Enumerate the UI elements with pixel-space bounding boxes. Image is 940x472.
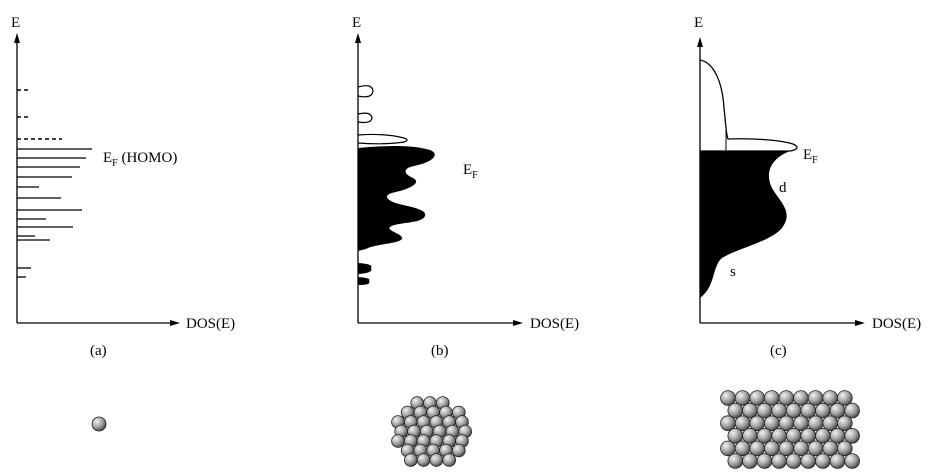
atom-sphere-icon bbox=[771, 453, 787, 469]
atom-sphere-icon bbox=[403, 453, 418, 467]
atom-sphere-icon bbox=[742, 453, 758, 469]
panel-a-caption: (a) bbox=[90, 343, 107, 359]
panel-a-fermi-label: EF (HOMO) bbox=[103, 150, 177, 169]
panel-c: E DOS(E) (c) EF d s bbox=[694, 15, 921, 359]
panel-b-empty-peak bbox=[357, 133, 408, 145]
atom-sphere-icon bbox=[91, 416, 107, 432]
single-atom-icon bbox=[91, 416, 107, 432]
atom-sphere-icon bbox=[844, 427, 860, 444]
panel-a-x-axis-label: DOS(E) bbox=[186, 316, 235, 332]
atom-sphere-icon bbox=[785, 453, 802, 469]
atom-sphere-icon bbox=[836, 390, 853, 406]
panel-c-d-band-label: d bbox=[779, 180, 787, 196]
panel-c-fermi-label: EF bbox=[803, 147, 818, 166]
atom-sphere-icon bbox=[836, 415, 853, 432]
atom-sphere-icon bbox=[800, 453, 817, 469]
panel-a-x-arrow bbox=[170, 320, 180, 326]
atom-sphere-icon bbox=[844, 453, 860, 469]
panel-b-x-arrow bbox=[513, 320, 523, 326]
panel-c-occupied-band bbox=[700, 151, 790, 298]
panel-c-caption: (c) bbox=[770, 343, 787, 359]
panel-b-empty-peak bbox=[357, 85, 374, 98]
atom-sphere-icon bbox=[815, 453, 831, 469]
panel-b-y-axis-label: E bbox=[352, 15, 361, 31]
panel-b-occupied-peak bbox=[358, 277, 370, 285]
atom-sphere-icon bbox=[727, 453, 744, 469]
panel-b-x-axis-label: DOS(E) bbox=[530, 316, 579, 332]
panel-b-caption: (b) bbox=[431, 343, 449, 359]
panel-b: E DOS(E) (b) EF bbox=[352, 15, 579, 359]
panel-c-y-axis-label: E bbox=[694, 15, 703, 31]
panel-b-empty-peak bbox=[357, 112, 373, 124]
panel-a-y-axis-label: E bbox=[11, 15, 20, 31]
atom-sphere-icon bbox=[756, 453, 773, 469]
atom-sphere-icon bbox=[391, 434, 405, 448]
panel-b-fermi-label: EF bbox=[463, 162, 478, 181]
panel-a-y-arrow bbox=[14, 33, 20, 43]
panel-c-x-arrow bbox=[855, 320, 865, 326]
panel-b-occupied-peak bbox=[358, 263, 372, 274]
atom-sphere-icon bbox=[416, 453, 431, 467]
panel-a: E DOS(E) (a) EF (HOMO) bbox=[11, 15, 235, 359]
atom-sphere-icon bbox=[451, 443, 466, 458]
atom-sphere-icon bbox=[836, 440, 853, 457]
atom-sphere-icon bbox=[442, 453, 457, 467]
panel-c-empty-band bbox=[699, 59, 798, 152]
atom-cluster-icon bbox=[391, 396, 473, 467]
bulk-lattice-icon bbox=[720, 390, 860, 469]
panel-c-y-arrow bbox=[697, 37, 703, 47]
atom-sphere-icon bbox=[829, 453, 846, 469]
atom-sphere-icon bbox=[429, 453, 444, 467]
panel-c-s-band-label: s bbox=[730, 264, 736, 280]
panel-b-y-arrow bbox=[355, 33, 361, 43]
atom-sphere-icon bbox=[844, 402, 860, 419]
panel-b-occupied-dos bbox=[358, 146, 435, 251]
panel-c-x-axis-label: DOS(E) bbox=[872, 316, 921, 332]
